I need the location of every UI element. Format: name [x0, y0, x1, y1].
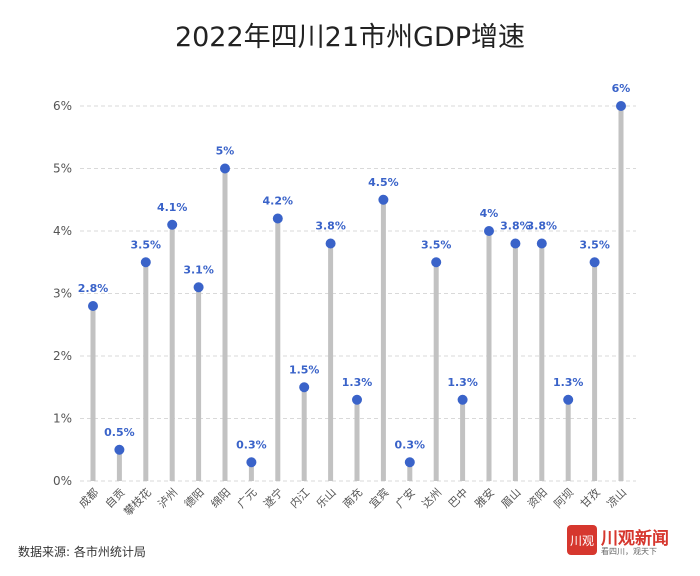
- y-tick-label: 3%: [53, 287, 72, 301]
- data-label: 0.5%: [104, 426, 135, 439]
- logo-name: 川观新闻: [601, 529, 669, 549]
- x-tick-label: 广元: [235, 486, 260, 511]
- data-label: 1.5%: [289, 363, 320, 376]
- data-label: 0.3%: [236, 438, 267, 451]
- lollipop-dot: [88, 301, 98, 311]
- data-labels: 2.8% 0.5% 3.5% 4.1% 3.1% 5% 0.3% 4.2% 1.5% 3.8% 1.…: [78, 82, 631, 451]
- lollipop-dot: [378, 194, 389, 205]
- x-tick-label: 德阳: [181, 485, 206, 510]
- y-tick-label: 1%: [53, 412, 72, 426]
- x-tick-label: 阿坝: [551, 485, 576, 510]
- x-tick-label: 达州: [420, 486, 445, 511]
- lollipop-dots: [88, 101, 626, 468]
- lollipop-dot: [563, 394, 574, 405]
- lollipop-dot: [114, 444, 125, 455]
- x-tick-label: 内江: [287, 485, 312, 510]
- data-label: 1.3%: [553, 376, 584, 389]
- x-tick-label: 雅安: [472, 485, 497, 510]
- lollipop-dot: [457, 394, 468, 405]
- x-tick-label: 资阳: [525, 486, 550, 511]
- lollipop-dot: [616, 101, 626, 111]
- data-label: 2.8%: [78, 282, 109, 295]
- data-label: 3.8%: [500, 220, 531, 233]
- x-tick-label: 广安: [392, 485, 417, 510]
- data-label: 3.5%: [579, 238, 610, 251]
- data-label: 4%: [480, 207, 499, 220]
- lollipop-dot: [431, 257, 442, 268]
- x-tick-label: 宜宾: [366, 485, 391, 510]
- data-label: 3.5%: [131, 238, 162, 251]
- lollipop-dot: [536, 238, 547, 249]
- x-tick-label: 乐山: [314, 486, 339, 511]
- data-label: 1.3%: [342, 376, 373, 389]
- data-label: 5%: [216, 145, 235, 158]
- lollipop-stems: [90, 106, 624, 481]
- data-label: 1.3%: [447, 376, 478, 389]
- x-tick-label: 遂宁: [260, 485, 285, 510]
- lollipop-dot: [246, 457, 257, 468]
- x-tick-label: 南充: [340, 485, 365, 510]
- lollipop-dot: [325, 238, 336, 249]
- y-tick-label: 0%: [53, 474, 72, 488]
- data-label: 6%: [612, 82, 631, 95]
- y-tick-label: 2%: [53, 349, 72, 363]
- x-tick-label: 凉山: [604, 485, 629, 510]
- x-tick-label: 泸州: [156, 486, 181, 511]
- lollipop-dot: [404, 457, 415, 468]
- data-label: 3.5%: [421, 238, 452, 251]
- y-tick-label: 4%: [53, 224, 72, 238]
- x-tick-label: 甘孜: [577, 485, 602, 510]
- data-label: 3.8%: [527, 220, 558, 233]
- logo-mark: 川观: [567, 525, 597, 555]
- chart-title: 2022年四川21市州GDP增速: [175, 22, 525, 53]
- lollipop-dot: [484, 226, 494, 236]
- logo-slogan: 看四川，观天下: [601, 547, 657, 556]
- y-axis-ticks: 0% 1% 2% 3% 4% 5% 6%: [53, 99, 72, 488]
- x-tick-label: 成都: [76, 486, 101, 511]
- x-axis-ticks: 成都 自贡攀枝花 泸州 德阳 绵阳 广元 遂宁 内江 乐山 南充 宜宾 广安 达州 巴中 雅安 眉山 资阳 阿坝甘…: [76, 485, 629, 518]
- data-label: 0.3%: [395, 438, 426, 451]
- source-note: 数据来源: 各市州统计局: [18, 544, 146, 559]
- data-label: 4.2%: [263, 195, 294, 208]
- x-tick-label: 眉山: [499, 486, 524, 511]
- y-tick-label: 5%: [53, 162, 72, 176]
- x-tick-label: 攀枝花: [121, 485, 154, 518]
- x-tick-label: 巴中: [446, 486, 471, 511]
- data-label: 4.5%: [368, 176, 399, 189]
- data-label: 3.1%: [183, 263, 214, 276]
- lollipop-dot: [299, 382, 310, 393]
- lollipop-dot: [510, 238, 521, 249]
- lollipop-dot: [220, 163, 230, 174]
- lollipop-dot: [352, 394, 362, 405]
- data-label: 3.8%: [315, 220, 346, 233]
- lollipop-dot: [193, 282, 204, 293]
- lollipop-dot: [167, 219, 178, 230]
- lollipop-dot: [272, 213, 283, 224]
- y-tick-label: 6%: [53, 99, 72, 113]
- lollipop-dot: [589, 257, 600, 268]
- data-label: 4.1%: [157, 201, 188, 214]
- x-tick-label: 绵阳: [208, 485, 233, 510]
- lollipop-dot: [140, 257, 151, 268]
